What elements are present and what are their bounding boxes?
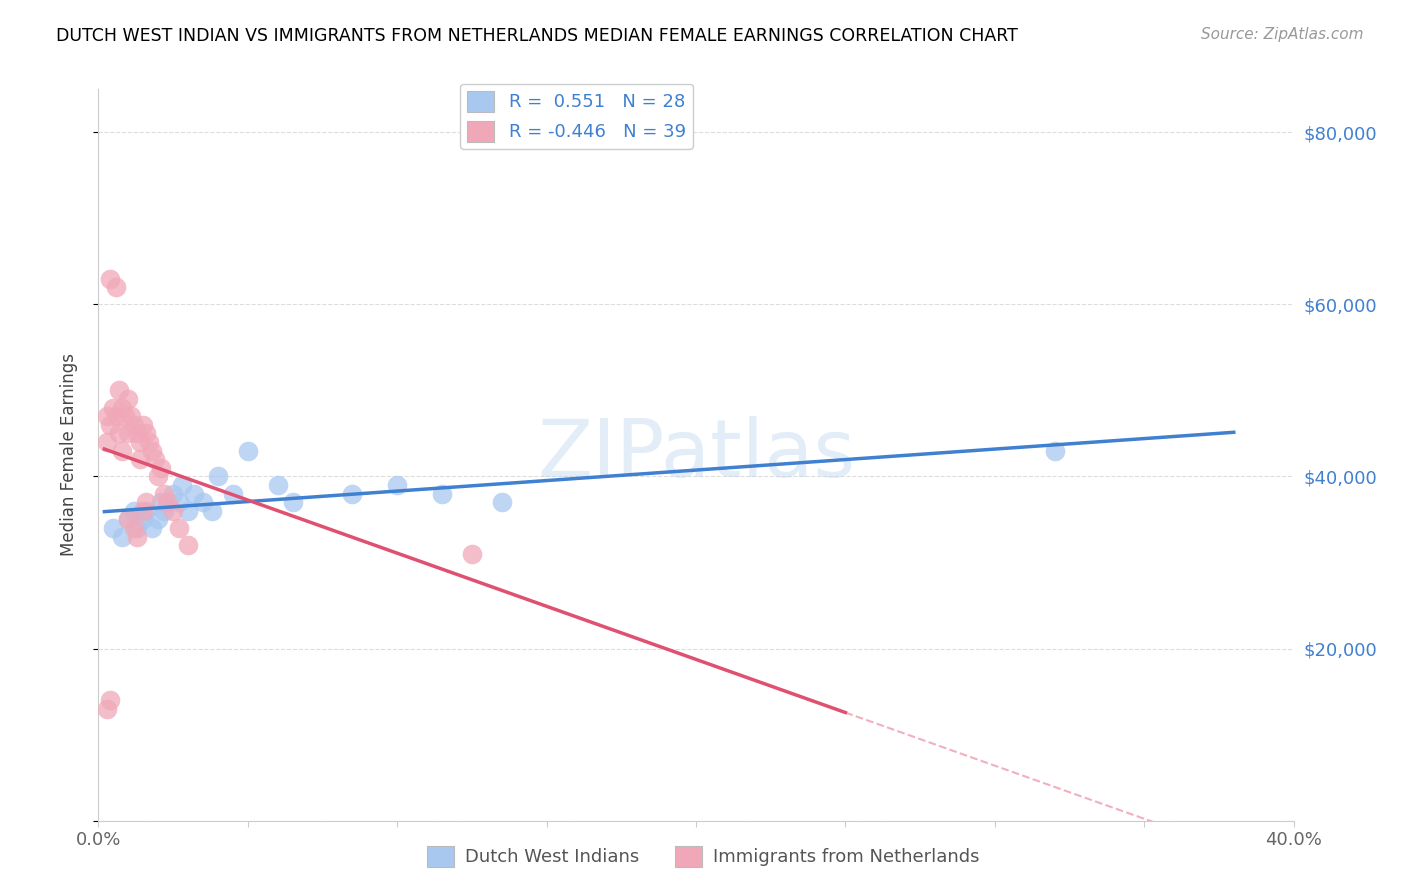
Point [138,435,160,450]
Point [96,409,118,424]
Point [141,443,163,458]
Point [135,495,157,509]
Point [183,486,205,500]
Point [156,495,179,509]
Point [132,417,155,432]
Point [267,478,290,492]
Point [98,271,122,285]
Point [132,504,155,518]
Point [162,504,184,518]
Point [129,435,152,450]
Text: ZIPatlas: ZIPatlas [537,416,855,494]
Point [162,486,184,500]
Point [124,504,146,518]
Point [111,401,134,415]
Point [108,426,131,441]
Point [132,512,155,526]
Point [177,504,200,518]
Point [153,504,176,518]
Point [117,426,139,441]
Point [129,452,152,467]
Point [153,486,176,500]
Legend: Dutch West Indians, Immigrants from Netherlands: Dutch West Indians, Immigrants from Neth… [419,838,987,874]
Point [281,495,304,509]
Point [135,426,157,441]
Point [111,443,134,458]
Point [430,486,453,500]
Point [103,521,125,535]
Point [127,426,149,441]
Point [127,530,149,544]
Y-axis label: Median Female Earnings: Median Female Earnings [59,353,77,557]
Point [127,521,149,535]
Point [111,530,134,544]
Point [207,469,229,483]
Text: Source: ZipAtlas.com: Source: ZipAtlas.com [1201,27,1364,42]
Point [124,417,146,432]
Point [96,435,118,450]
Point [342,486,364,500]
Point [150,460,173,475]
Point [143,452,166,467]
Point [236,443,259,458]
Point [177,538,200,552]
Point [114,409,136,424]
Point [117,512,139,526]
Point [105,280,128,294]
Point [191,495,214,509]
Point [148,512,170,526]
Point [105,409,128,424]
Point [98,417,122,432]
Text: DUTCH WEST INDIAN VS IMMIGRANTS FROM NETHERLANDS MEDIAN FEMALE EARNINGS CORRELAT: DUTCH WEST INDIAN VS IMMIGRANTS FROM NET… [56,27,1018,45]
Point [491,495,513,509]
Point [98,693,122,707]
Point [124,521,146,535]
Point [150,495,173,509]
Point [103,401,125,415]
Point [167,495,190,509]
Point [172,478,194,492]
Point [148,469,170,483]
Point [1043,443,1066,458]
Point [135,504,157,518]
Point [201,504,224,518]
Point [141,521,163,535]
Point [461,547,484,561]
Legend: R =  0.551   N = 28, R = -0.446   N = 39: R = 0.551 N = 28, R = -0.446 N = 39 [460,84,693,149]
Point [167,521,190,535]
Point [222,486,245,500]
Point [385,478,409,492]
Point [108,384,131,398]
Point [117,512,139,526]
Point [120,409,142,424]
Point [117,392,139,406]
Point [96,702,118,716]
